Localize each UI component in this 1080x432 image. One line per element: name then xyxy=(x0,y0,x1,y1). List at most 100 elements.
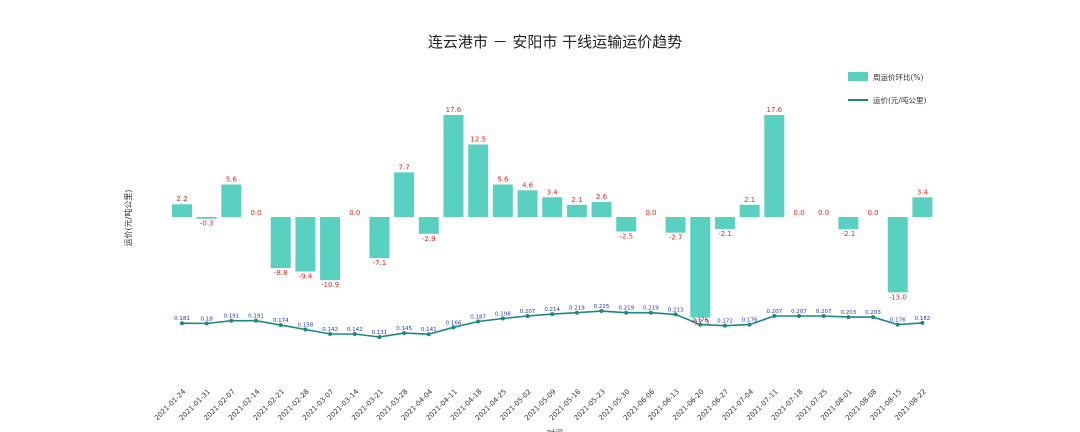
bar-label-2021-07-18: 0.0 xyxy=(793,209,804,217)
price-label-2021-08-01: 0.203 xyxy=(840,310,856,316)
bar-label-2021-07-04: 2.1 xyxy=(744,196,755,204)
bar-2021-04-25 xyxy=(492,184,513,217)
y-axis-label: 运价(元/吨公里) xyxy=(123,190,133,247)
bar-label-2021-06-27: -2.1 xyxy=(718,230,732,238)
price-point-2021-06-13 xyxy=(673,312,678,317)
bar-2021-01-24 xyxy=(172,204,192,217)
bar-2021-06-13 xyxy=(665,217,686,233)
price-point-2021-03-07 xyxy=(328,331,333,336)
price-point-2021-04-18 xyxy=(476,319,481,324)
price-point-2021-07-18 xyxy=(797,314,801,319)
x-axis-label: 时间 xyxy=(547,428,563,432)
price-label-2021-07-04: 0.176 xyxy=(742,318,758,324)
price-point-2021-02-28 xyxy=(303,327,308,332)
bar-2021-08-22 xyxy=(912,197,933,217)
bar-label-2021-04-11: 17.6 xyxy=(446,106,462,114)
price-point-2021-03-21 xyxy=(377,335,382,339)
price-label-2021-02-28: 0.158 xyxy=(298,323,314,329)
bar-label-2021-05-09: 3.4 xyxy=(547,188,559,196)
price-point-2021-04-11 xyxy=(451,325,456,330)
bar-label-2021-06-20: -17.3 xyxy=(691,318,709,326)
bar-2021-05-16 xyxy=(566,204,587,217)
price-point-2021-05-02 xyxy=(525,314,530,319)
bar-2021-04-11 xyxy=(443,114,464,217)
price-label-2021-05-30: 0.219 xyxy=(618,306,634,312)
bar-label-2021-08-15: -13.0 xyxy=(889,293,907,301)
bar-label-2021-04-18: 12.5 xyxy=(470,136,486,144)
bar-2021-07-11 xyxy=(764,114,785,217)
price-label-2021-08-22: 0.182 xyxy=(915,316,931,322)
price-point-2021-07-25 xyxy=(821,314,826,319)
bar-2021-05-02 xyxy=(517,190,538,217)
price-label-2021-03-14: 0.142 xyxy=(347,327,363,333)
bar-2021-02-21 xyxy=(270,217,291,269)
bar-label-2021-05-30: -2.5 xyxy=(619,233,633,241)
bar-2021-04-18 xyxy=(468,144,489,217)
bar-label-2021-08-22: 3.4 xyxy=(917,188,929,196)
bar-2021-03-21 xyxy=(369,217,390,259)
bar-label-2021-03-14: 0.0 xyxy=(349,209,360,217)
chart-title: 连云港市 － 安阳市 干线运输运价趋势 xyxy=(428,33,682,51)
bar-label-2021-03-28: 7.7 xyxy=(399,163,410,171)
price-point-2021-06-20 xyxy=(698,322,703,327)
legend-bar-label: 周运价环比(%) xyxy=(873,72,924,82)
price-label-2021-06-13: 0.213 xyxy=(668,307,684,313)
bar-2021-02-28 xyxy=(295,217,316,272)
bar-2021-08-15 xyxy=(887,217,908,293)
bar-label-2021-05-23: 2.6 xyxy=(596,193,608,201)
price-point-2021-02-07 xyxy=(229,318,234,323)
bar-label-2021-03-21: -7.1 xyxy=(373,259,387,267)
legend-bar-swatch xyxy=(848,72,868,81)
price-point-2021-08-01 xyxy=(846,315,851,320)
bar-label-2021-06-06: 0.0 xyxy=(645,209,656,217)
price-point-2021-05-30 xyxy=(624,310,629,315)
price-point-2021-04-25 xyxy=(500,316,505,321)
bar-label-2021-02-07: 5.6 xyxy=(226,176,238,184)
price-label-2021-07-18: 0.207 xyxy=(791,309,807,315)
bar-2021-05-09 xyxy=(542,197,563,217)
price-label-2021-08-08: 0.203 xyxy=(865,310,881,316)
price-point-2021-05-23 xyxy=(599,309,604,314)
price-label-2021-02-14: 0.191 xyxy=(248,314,264,320)
bar-label-2021-08-08: 0.0 xyxy=(867,209,878,217)
price-point-2021-08-08 xyxy=(871,315,876,320)
price-label-2021-02-07: 0.191 xyxy=(223,314,239,320)
price-label-2021-04-04: 0.141 xyxy=(421,327,437,333)
price-label-2021-03-21: 0.131 xyxy=(372,330,388,336)
bar-label-2021-07-25: 0.0 xyxy=(818,209,829,217)
price-label-2021-06-06: 0.219 xyxy=(643,306,659,312)
legend-line-label: 运价(元/吨公里) xyxy=(873,95,926,105)
price-label-2021-05-16: 0.219 xyxy=(569,306,585,312)
price-point-2021-08-15 xyxy=(895,322,900,327)
price-label-2021-06-27: 0.172 xyxy=(717,319,733,325)
bar-label-2021-02-14: 0.0 xyxy=(250,209,261,217)
price-point-2021-03-14 xyxy=(352,331,357,336)
price-point-2021-07-11 xyxy=(772,314,777,319)
bar-2021-03-28 xyxy=(394,172,415,217)
bar-label-2021-03-07: -10.9 xyxy=(321,281,339,289)
bar-label-2021-05-02: 4.6 xyxy=(522,181,534,189)
price-point-2021-06-06 xyxy=(648,310,653,315)
price-point-2021-05-16 xyxy=(574,310,579,315)
price-label-2021-01-31: 0.18 xyxy=(201,316,214,322)
bar-2021-04-04 xyxy=(418,217,439,234)
price-point-2021-03-28 xyxy=(402,331,407,336)
line-series: 0.181 0.18 0.191 0.191 0.174 0.158 0.142 0.142 0… xyxy=(174,304,930,339)
bar-2021-03-07 xyxy=(320,217,341,281)
bar-labels: 2.2 -0.3 5.6 0.0 -8.8 -9.4 -10.9 0.0 -7.1 7.7 -2.9… xyxy=(176,106,928,326)
price-point-2021-06-27 xyxy=(722,323,727,328)
bar-label-2021-08-01: -2.1 xyxy=(842,230,856,238)
price-label-2021-02-21: 0.174 xyxy=(273,318,289,324)
price-label-2021-05-02: 0.207 xyxy=(520,309,536,315)
bar-2021-01-31 xyxy=(196,217,217,219)
price-point-2021-07-04 xyxy=(747,322,752,327)
price-label-2021-03-07: 0.142 xyxy=(322,327,338,333)
price-point-2021-05-09 xyxy=(550,312,555,317)
bar-label-2021-02-28: -9.4 xyxy=(299,273,313,281)
price-label-2021-03-28: 0.145 xyxy=(396,326,412,332)
bar-2021-05-30 xyxy=(616,217,637,232)
bar-2021-07-04 xyxy=(739,204,760,217)
bar-label-2021-04-25: 5.6 xyxy=(497,176,509,184)
legend: 周运价环比(%) 运价(元/吨公里) xyxy=(848,72,926,105)
